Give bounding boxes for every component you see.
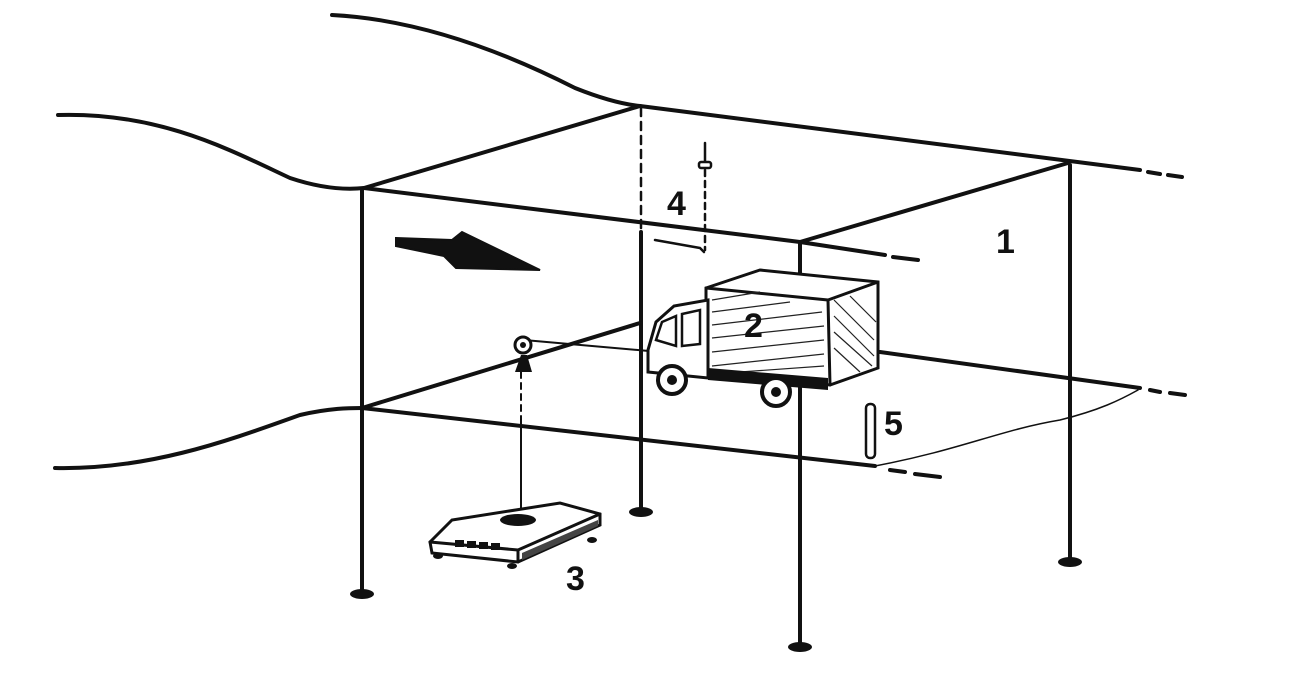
arrow-right-icon: [395, 230, 541, 271]
truck: [646, 268, 880, 408]
terrain-lines: [53, 13, 642, 471]
sensor-label: 4: [667, 185, 686, 223]
weighing-scale: [428, 501, 602, 569]
gauge-marker: [864, 402, 877, 460]
gauge-label: 5: [884, 405, 903, 443]
scale-label: 3: [566, 560, 585, 598]
platform-floor: [360, 321, 1187, 479]
canopy-label: 1: [996, 223, 1015, 261]
truck-label: 2: [744, 307, 763, 345]
pulley-cable: [523, 339, 661, 353]
pulley-icon: [513, 335, 533, 513]
sensor-icon: [653, 141, 713, 254]
canopy-roof: [362, 104, 1184, 262]
